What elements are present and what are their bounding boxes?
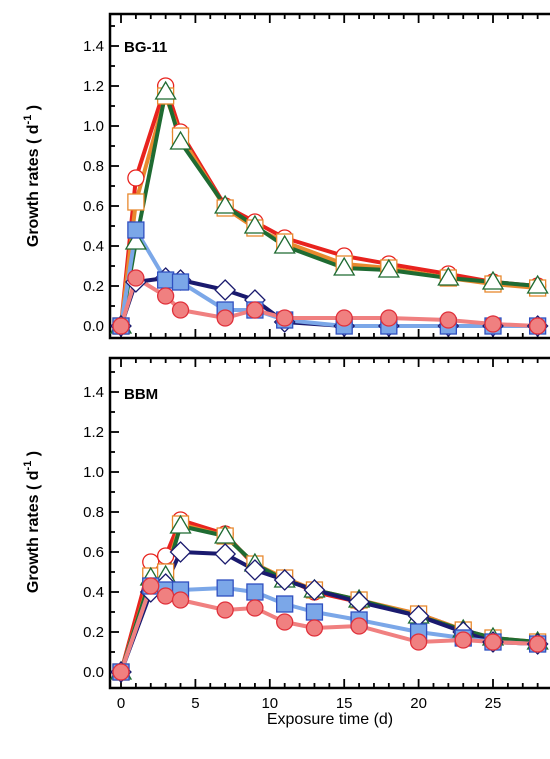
data-point-bg11-2 bbox=[154, 80, 177, 100]
data-point-bg11-5 bbox=[276, 309, 294, 327]
y-tick-label: 0.0 bbox=[83, 664, 104, 681]
data-point-bg11-5 bbox=[484, 315, 502, 333]
data-point-bg11-5 bbox=[380, 309, 398, 327]
y-tick-label: 1.2 bbox=[83, 424, 104, 441]
data-point-bbm-5 bbox=[156, 587, 175, 605]
data-point-bg11-4 bbox=[127, 221, 145, 239]
data-point-bg11-3 bbox=[214, 279, 237, 301]
y-tick-label: 0.8 bbox=[83, 158, 104, 175]
data-point-bbm-5 bbox=[246, 599, 264, 617]
data-point-bbm-2 bbox=[214, 524, 237, 544]
data-point-bbm-4 bbox=[276, 595, 294, 613]
data-point-bbm-5 bbox=[171, 591, 190, 609]
x-tick-label: 10 bbox=[261, 695, 278, 712]
panel-bg11-markers bbox=[109, 77, 549, 337]
x-tick-label: 25 bbox=[485, 695, 502, 712]
y-tick-label: 1.4 bbox=[83, 38, 104, 55]
series-line-bbm-3 bbox=[119, 550, 538, 673]
data-point-bbm-3 bbox=[244, 559, 266, 581]
data-point-bbm-4 bbox=[216, 579, 234, 597]
data-point-bbm-5 bbox=[112, 663, 130, 681]
x-tick-label: 20 bbox=[410, 695, 427, 712]
y-tick-label: 0.4 bbox=[83, 238, 104, 255]
data-point-bg11-5 bbox=[171, 301, 190, 319]
data-point-bbm-2 bbox=[169, 514, 192, 534]
x-axis-title: Exposure time (d) bbox=[267, 711, 393, 728]
data-point-bbm-5 bbox=[276, 613, 294, 631]
x-tick-label: 15 bbox=[336, 695, 353, 712]
y-tick-label: 0.6 bbox=[83, 544, 104, 561]
data-point-bbm-3 bbox=[303, 579, 326, 601]
panel-bg11-ticks bbox=[110, 14, 539, 338]
panel-label-bg11: BG-11 bbox=[124, 39, 167, 56]
data-point-bg11-4 bbox=[171, 273, 190, 291]
data-point-bbm-4 bbox=[246, 583, 264, 601]
data-point-bg11-2 bbox=[243, 214, 267, 234]
panel-bg11-tick-labels: 0.0 0.2 0.4 0.6 0.8 1.0 1.2 1.4 bbox=[83, 38, 104, 335]
data-point-bg11-2 bbox=[273, 234, 296, 254]
y-tick-label: 1.0 bbox=[83, 464, 104, 481]
y-tick-label: 0.8 bbox=[83, 504, 104, 521]
data-point-bg11-2 bbox=[214, 194, 237, 214]
panel-bbm-tick-labels: 0.0 0.2 0.4 0.6 0.8 1.0 1.2 1.4 0 5 10 15 20 25 bbox=[83, 384, 501, 712]
data-point-bbm-5 bbox=[350, 617, 368, 635]
data-point-bbm-5 bbox=[484, 633, 502, 651]
data-point-bbm-3 bbox=[214, 543, 237, 565]
data-point-bg11-5 bbox=[335, 309, 353, 327]
y-tick-label: 1.4 bbox=[83, 384, 104, 401]
panel-label-bbm: BBM bbox=[124, 386, 158, 403]
data-point-bbm-4 bbox=[305, 603, 324, 621]
data-point-bg11-5 bbox=[439, 311, 458, 329]
x-tick-label: 5 bbox=[191, 695, 199, 712]
data-point-bbm-5 bbox=[305, 619, 324, 637]
data-point-bbm-5 bbox=[454, 631, 472, 649]
data-point-bg11-2 bbox=[481, 270, 505, 290]
data-point-bg11-2 bbox=[333, 256, 356, 276]
y-tick-label: 0.0 bbox=[83, 318, 104, 335]
data-point-bg11-5 bbox=[127, 269, 145, 287]
data-point-bbm-3 bbox=[273, 569, 296, 591]
data-point-bg11-5 bbox=[528, 317, 547, 335]
y-tick-label: 0.2 bbox=[83, 278, 104, 295]
y-axis-title-bg11: Growth rates ( d-1 ) bbox=[22, 105, 42, 247]
panel-bg11: 0.0 0.2 0.4 0.6 0.8 1.0 1.2 1.4 BG-11 Growth ra… bbox=[22, 12, 550, 340]
panel-bg11-frame bbox=[108, 12, 550, 340]
x-tick-label: 0 bbox=[117, 695, 125, 712]
data-point-bbm-3 bbox=[169, 541, 192, 563]
panel-bbm-markers bbox=[109, 511, 549, 683]
data-point-bg11-2 bbox=[124, 230, 148, 250]
data-point-bbm-5 bbox=[528, 635, 547, 653]
y-axis-title-bbm: Growth rates ( d-1 ) bbox=[22, 451, 42, 593]
y-tick-label: 0.2 bbox=[83, 624, 104, 641]
data-point-bbm-5 bbox=[216, 601, 234, 619]
data-point-bg11-5 bbox=[246, 301, 264, 319]
data-point-bg11-2 bbox=[437, 266, 460, 286]
data-point-bg11-5 bbox=[156, 287, 175, 305]
panel-bbm-frame bbox=[108, 356, 550, 690]
data-point-bg11-0 bbox=[127, 169, 145, 187]
y-tick-label: 0.4 bbox=[83, 584, 104, 601]
data-point-bbm-5 bbox=[409, 633, 428, 651]
data-point-bg11-2 bbox=[526, 274, 549, 294]
data-point-bg11-2 bbox=[377, 258, 400, 278]
y-tick-label: 0.6 bbox=[83, 198, 104, 215]
data-point-bg11-4 bbox=[156, 271, 175, 289]
data-point-bg11-2 bbox=[169, 130, 192, 150]
data-point-bbm-5 bbox=[142, 577, 160, 595]
data-point-bg11-1 bbox=[127, 193, 145, 211]
y-tick-label: 1.2 bbox=[83, 78, 104, 95]
y-tick-label: 1.0 bbox=[83, 118, 104, 135]
panel-bbm: 0.0 0.2 0.4 0.6 0.8 1.0 1.2 1.4 0 5 10 15 20 25 BBM G… bbox=[22, 356, 550, 728]
data-point-bg11-5 bbox=[216, 309, 234, 327]
data-point-bg11-5 bbox=[112, 317, 130, 335]
panel-bbm-ticks bbox=[110, 358, 539, 688]
